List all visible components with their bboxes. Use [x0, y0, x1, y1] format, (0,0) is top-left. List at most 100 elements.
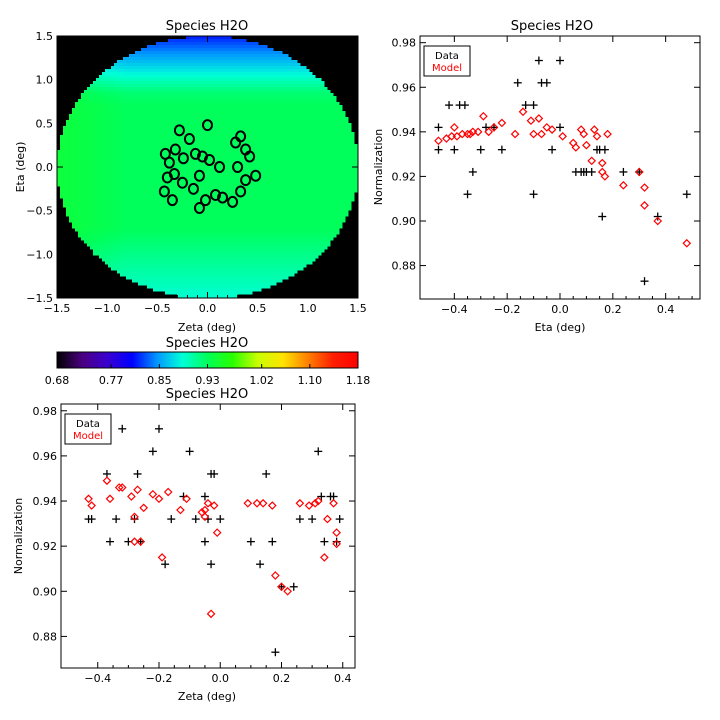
map-field-cell — [66, 135, 70, 139]
map-field-cell — [186, 126, 190, 130]
map-field-cell — [204, 108, 208, 112]
map-field-cell — [219, 93, 223, 97]
map-field-cell — [183, 90, 187, 94]
map-field-cell — [114, 159, 118, 163]
map-field-cell — [225, 48, 229, 52]
map-field-cell — [249, 99, 253, 103]
map-field-cell — [228, 99, 232, 103]
map-field-cell — [168, 207, 172, 211]
map-field-cell — [282, 54, 286, 58]
map-field-cell — [336, 156, 340, 160]
map-field-cell — [204, 141, 208, 145]
map-field-cell — [291, 78, 295, 82]
map-field-cell — [207, 90, 211, 94]
map-field-cell — [153, 198, 157, 202]
map-field-cell — [312, 207, 316, 211]
map-field-cell — [270, 171, 274, 175]
map-field-cell — [177, 168, 181, 172]
map-field-cell — [165, 153, 169, 157]
map-field-cell — [219, 156, 223, 160]
map-field-cell — [102, 138, 106, 142]
map-field-cell — [198, 207, 202, 211]
map-field-cell — [204, 198, 208, 202]
map-field-cell — [312, 117, 316, 121]
map-field-cell — [159, 138, 163, 142]
map-field-cell — [78, 123, 82, 127]
map-field-cell — [156, 60, 160, 64]
map-field-cell — [126, 72, 130, 76]
map-field-cell — [120, 138, 124, 142]
map-field-cell — [126, 210, 130, 214]
map-field-cell — [171, 45, 175, 49]
map-field-cell — [204, 93, 208, 97]
map-field-cell — [174, 183, 178, 187]
map-field-cell — [240, 186, 244, 190]
map-field-cell — [57, 177, 61, 181]
map-field-cell — [300, 135, 304, 139]
map-field-cell — [303, 150, 307, 154]
map-field-cell — [171, 96, 175, 100]
map-field-cell — [321, 120, 325, 124]
map-field-cell — [159, 78, 163, 82]
map-field-cell — [102, 156, 106, 160]
map-field-cell — [246, 54, 250, 58]
map-field-cell — [252, 96, 256, 100]
map-field-cell — [150, 189, 154, 193]
map-field-cell — [291, 165, 295, 169]
map-field-cell — [141, 99, 145, 103]
map-field-cell — [318, 186, 322, 190]
map-field-cell — [204, 186, 208, 190]
map-field-cell — [102, 87, 106, 91]
map-field-cell — [147, 84, 151, 88]
map-field-cell — [174, 75, 178, 79]
map-field-cell — [183, 159, 187, 163]
map-field-cell — [186, 81, 190, 85]
map-field-cell — [243, 198, 247, 202]
map-field-cell — [315, 99, 319, 103]
map-field-cell — [279, 120, 283, 124]
map-field-cell — [150, 198, 154, 202]
map-field-cell — [219, 105, 223, 109]
map-field-cell — [252, 120, 256, 124]
map-field-cell — [219, 141, 223, 145]
map-field-cell — [195, 51, 199, 55]
map-field-cell — [231, 114, 235, 118]
map-field-cell — [336, 204, 340, 208]
map-field-cell — [90, 207, 94, 211]
map-field-cell — [255, 132, 259, 136]
map-field-cell — [102, 123, 106, 127]
map-field-cell — [309, 159, 313, 163]
map-field-cell — [57, 159, 61, 163]
map-field-cell — [315, 207, 319, 211]
map-field-cell — [327, 183, 331, 187]
map-field-cell — [132, 57, 136, 61]
map-field-cell — [120, 117, 124, 121]
map-field-cell — [114, 129, 118, 133]
map-field-cell — [60, 135, 64, 139]
map-field-cell — [183, 180, 187, 184]
map-field-cell — [201, 72, 205, 76]
map-field-cell — [102, 93, 106, 97]
map-field-cell — [228, 93, 232, 97]
map-field-cell — [240, 48, 244, 52]
map-field-cell — [72, 198, 76, 202]
map-field-cell — [162, 69, 166, 73]
map-field-cell — [87, 111, 91, 115]
map-field-cell — [141, 141, 145, 145]
map-field-cell — [228, 48, 232, 52]
map-field-cell — [309, 192, 313, 196]
map-field-cell — [78, 201, 82, 205]
map-field-cell — [318, 111, 322, 115]
map-field-cell — [63, 171, 67, 175]
map-field-cell — [336, 174, 340, 178]
map-field-cell — [84, 168, 88, 172]
map-field-cell — [174, 39, 178, 43]
map-field-cell — [129, 189, 133, 193]
map-field-cell — [342, 195, 346, 199]
map-field-cell — [177, 147, 181, 151]
map-field-cell — [261, 177, 265, 181]
map-field-cell — [177, 66, 181, 70]
map-field-cell — [246, 210, 250, 214]
map-field-cell — [270, 189, 274, 193]
map-field-cell — [270, 129, 274, 133]
